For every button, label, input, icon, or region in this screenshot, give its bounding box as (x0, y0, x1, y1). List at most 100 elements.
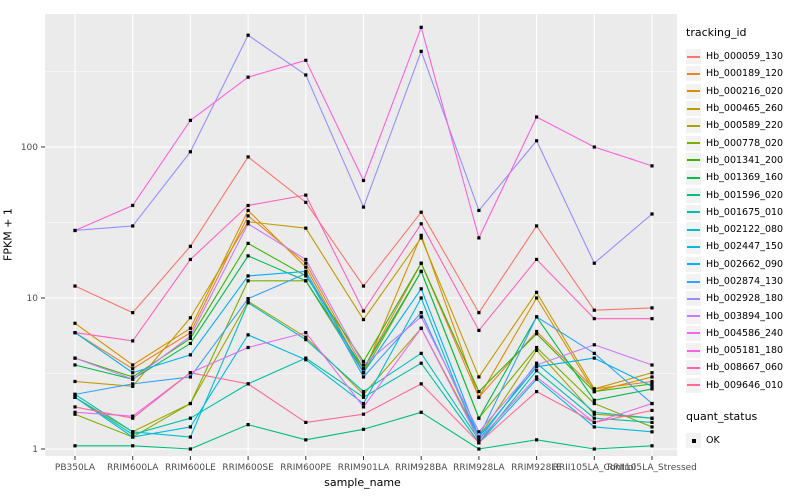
data-point (535, 361, 539, 365)
data-point (246, 208, 250, 213)
data-point (73, 392, 77, 396)
data-point (419, 233, 423, 237)
data-point (650, 420, 654, 425)
data-point (650, 317, 654, 321)
data-point (361, 309, 366, 313)
data-point (419, 261, 423, 265)
data-point (650, 430, 654, 434)
data-point (361, 178, 366, 183)
data-point (592, 398, 596, 402)
data-point (535, 224, 539, 228)
legend-entry-Hb_008667_060: Hb_008667_060 (686, 359, 798, 376)
legend-key-box (686, 291, 701, 307)
legend-entry-Hb_002928_180: Hb_002928_180 (686, 290, 798, 307)
data-point (419, 25, 423, 29)
data-point (73, 284, 77, 288)
data-point (361, 363, 366, 367)
data-point (650, 416, 654, 420)
panel-background (45, 14, 677, 456)
data-point (131, 377, 135, 381)
legend-label: Hb_000778_020 (706, 137, 784, 149)
legend-line-icon (687, 72, 700, 75)
data-point (535, 315, 539, 319)
legend-label: Hb_001675_010 (706, 206, 784, 218)
data-point (419, 315, 423, 319)
data-point (73, 356, 77, 360)
data-point (304, 335, 308, 339)
quant-legend-title: quant_status (686, 409, 758, 423)
legend-key-box (686, 187, 701, 203)
data-point (592, 145, 596, 149)
legend-line-icon (687, 107, 700, 110)
data-point (304, 272, 308, 276)
data-point (73, 444, 77, 448)
data-point (650, 401, 654, 406)
data-point (477, 416, 481, 420)
legend-line-icon (687, 315, 700, 318)
data-point (131, 430, 135, 434)
data-point (73, 395, 77, 399)
legend-line-icon (687, 297, 700, 300)
data-point (73, 405, 77, 409)
legend-key-box (686, 66, 701, 82)
data-point (188, 336, 192, 341)
data-point (304, 265, 308, 269)
legend-key-box (686, 49, 701, 65)
legend-label: Hb_005181_180 (706, 345, 784, 357)
data-point (535, 377, 539, 381)
quant-key-box (686, 433, 701, 449)
legend-label: Hb_000589_220 (706, 120, 784, 132)
data-point (419, 287, 423, 291)
data-point (246, 297, 250, 301)
data-point (188, 341, 192, 346)
legend-entry-Hb_002447_150: Hb_002447_150 (686, 238, 798, 255)
legend-entry-Hb_009646_010: Hb_009646_010 (686, 377, 798, 394)
data-point (650, 306, 654, 310)
legend-entry-Hb_000059_130: Hb_000059_130 (686, 48, 798, 65)
legend-line-icon (687, 124, 700, 127)
legend-key-box (686, 152, 701, 168)
data-point (592, 447, 596, 451)
legend-entry-Hb_002122_080: Hb_002122_080 (686, 221, 798, 238)
legend-line-icon (687, 245, 700, 248)
data-point (535, 348, 539, 352)
y-tick-label: 10 (27, 294, 39, 304)
x-tick-label: RRIM600LE (165, 463, 216, 473)
data-point (535, 369, 539, 373)
legend-label: Hb_000189_120 (706, 68, 784, 80)
data-point (419, 222, 423, 226)
x-tick-label: RRIM928LE (511, 463, 562, 473)
legend-key-box (686, 239, 701, 255)
data-point (246, 333, 250, 337)
data-point (304, 226, 308, 230)
data-point (188, 118, 192, 123)
data-point (477, 389, 481, 394)
data-point (188, 375, 192, 379)
data-point (361, 412, 366, 416)
data-point (477, 430, 481, 434)
legend-title: tracking_id (686, 26, 747, 39)
data-point (592, 416, 596, 420)
data-point (419, 236, 423, 240)
legend-label: Hb_000059_130 (706, 51, 784, 63)
data-point (592, 425, 596, 429)
data-point (361, 359, 366, 364)
legend-line-icon (687, 366, 700, 369)
data-point (246, 220, 250, 224)
data-point (477, 435, 481, 439)
legend-line-icon (687, 211, 700, 214)
data-point (477, 328, 481, 333)
data-point (477, 375, 481, 379)
data-point (188, 425, 192, 429)
data-point (477, 311, 481, 315)
data-point (419, 326, 423, 330)
data-point (73, 363, 77, 367)
data-point (246, 274, 250, 278)
legend-label: Hb_009646_010 (706, 379, 784, 391)
data-point (188, 401, 192, 406)
data-point (73, 321, 77, 325)
legend-key-box (686, 170, 701, 186)
data-point (535, 375, 539, 379)
data-point (419, 210, 423, 214)
